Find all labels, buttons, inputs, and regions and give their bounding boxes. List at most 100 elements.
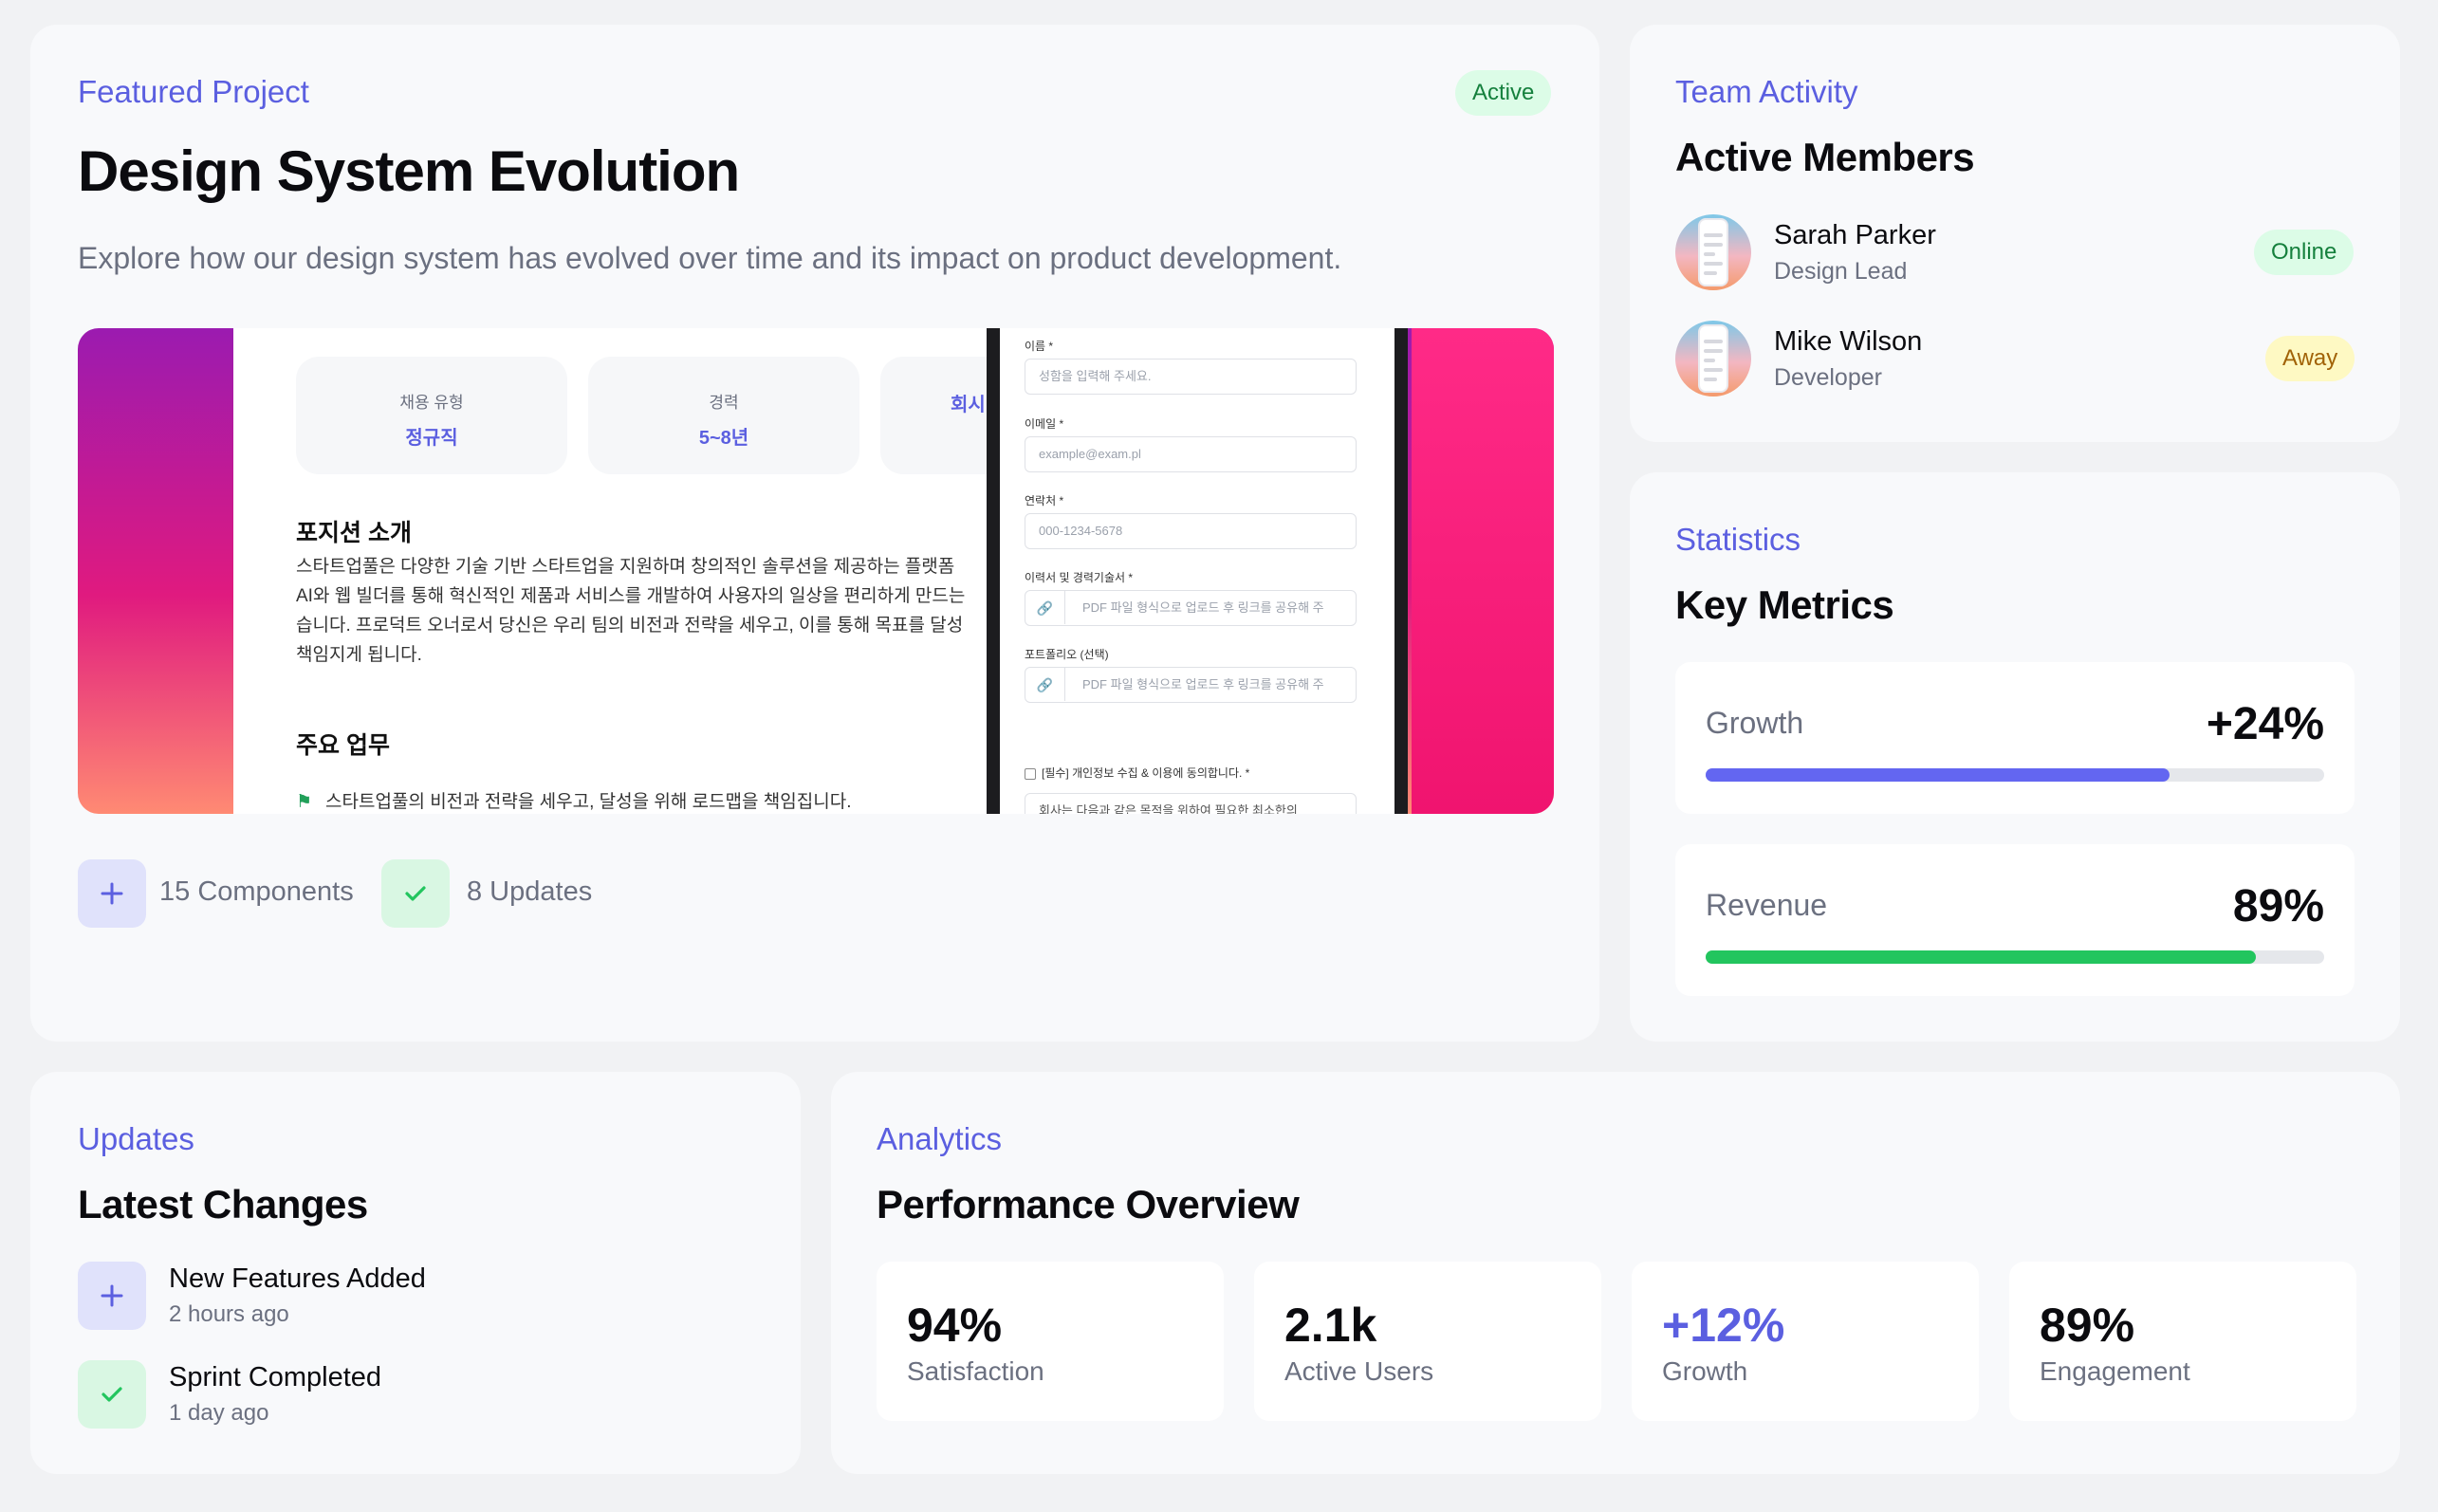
- progress-fill: [1706, 950, 2257, 964]
- preview-tile: 회시: [880, 357, 998, 474]
- avatar[interactable]: [1675, 214, 1751, 290]
- check-icon: [405, 886, 426, 901]
- preview-tile: 경력 5~8년: [588, 357, 859, 474]
- team-activity-card: Team Activity Active Members Sarah Parke…: [1630, 25, 2400, 442]
- stat-label: Active Users: [1284, 1356, 1434, 1386]
- paragraph-line: AI와 웹 빌더를 통해 혁신적인 제품과 서비스를 개발하여 사용자의 일상을…: [296, 586, 966, 606]
- checkbox-icon: [1025, 767, 1036, 780]
- avatar[interactable]: [1675, 321, 1751, 396]
- resume-placeholder: PDF 파일 형식으로 업로드 후 링크를 공유해 주: [1082, 600, 1324, 615]
- preview-tile: 채용 유형 정규직: [296, 357, 567, 474]
- tile-label: 경력: [709, 394, 739, 412]
- resume-field: 🔗 PDF 파일 형식으로 업로드 후 링크를 공유해 주: [1025, 590, 1357, 626]
- stat-tile: 94% Satisfaction: [877, 1262, 1224, 1421]
- update-time: 1 day ago: [169, 1400, 269, 1426]
- name-field: 성함을 입력해 주세요.: [1025, 359, 1357, 395]
- portfolio-field: 🔗 PDF 파일 형식으로 업로드 후 링크를 공유해 주: [1025, 667, 1357, 703]
- analytics-card: Analytics Performance Overview 94% Satis…: [831, 1072, 2400, 1474]
- progress-track: [1706, 768, 2324, 782]
- preview-bullet: ⚑ 스타트업풀의 비전과 전략을 세우고, 달성을 위해 로드맵을 책임집니다.: [296, 787, 851, 813]
- updates-card: Updates Latest Changes New Features Adde…: [30, 1072, 801, 1474]
- updates-eyebrow: Updates: [78, 1121, 194, 1156]
- form-label: 포트폴리오 (선택): [1025, 648, 1109, 661]
- updates-count: 8 Updates: [467, 876, 593, 907]
- update-icon-box: [78, 1262, 146, 1330]
- email-field: example@exam.pl: [1025, 436, 1357, 472]
- tile-value: 정규직: [405, 428, 458, 449]
- member-status-badge: Online: [2254, 230, 2355, 275]
- phone-edge: [987, 328, 1000, 814]
- portfolio-placeholder: PDF 파일 형식으로 업로드 후 링크를 공유해 주: [1082, 677, 1324, 691]
- components-icon-box: [78, 859, 146, 928]
- stat-label: Engagement: [2040, 1356, 2190, 1386]
- stat-tile: 2.1k Active Users: [1254, 1262, 1601, 1421]
- analytics-title: Performance Overview: [877, 1182, 1300, 1226]
- member-status-badge: Away: [2265, 336, 2355, 381]
- phone-edge: [1394, 328, 1408, 814]
- statistics-title: Key Metrics: [1675, 582, 1894, 627]
- member-role: Developer: [1774, 364, 1882, 391]
- tile-value: 5~8년: [698, 428, 749, 449]
- team-eyebrow: Team Activity: [1675, 74, 1858, 109]
- check-icon: [102, 1387, 122, 1402]
- consent-textarea: 회사는 다음과 같은 목적을 위하여 필요한 최소한의: [1025, 793, 1357, 814]
- plus-icon: [101, 882, 123, 905]
- metric-revenue: Revenue 89%: [1675, 844, 2355, 996]
- metric-growth: Growth +24%: [1675, 662, 2355, 814]
- progress-track: [1706, 950, 2324, 964]
- tile-label: 채용 유형: [399, 394, 464, 412]
- consent-checkbox: [필수] 개인정보 수집 & 이용에 동의합니다. *: [1025, 765, 1249, 781]
- member-name: Sarah Parker: [1774, 220, 1936, 250]
- preview-phone-form: 이름 * 성함을 입력해 주세요. 이메일 * example@exam.pl …: [987, 328, 1408, 814]
- featured-project-card: Featured Project Active Design System Ev…: [30, 25, 1599, 1042]
- member-role: Design Lead: [1774, 258, 1908, 285]
- form-label: 이메일 *: [1025, 417, 1064, 431]
- member-name: Mike Wilson: [1774, 326, 1923, 357]
- plus-icon: [101, 1284, 123, 1307]
- metric-label: Growth: [1706, 706, 1804, 740]
- paragraph-line: 책임지게 됩니다.: [296, 645, 422, 665]
- update-icon-box: [78, 1360, 146, 1429]
- preview-section-heading: 포지션 소개: [296, 520, 412, 546]
- form-label: 연락처 *: [1025, 494, 1064, 507]
- metric-value: 89%: [2232, 881, 2324, 931]
- stat-label: Growth: [1662, 1356, 1748, 1386]
- analytics-eyebrow: Analytics: [877, 1121, 1003, 1156]
- statistics-card: Statistics Key Metrics Growth +24% Reven…: [1630, 472, 2400, 1042]
- preview-gradient-edge: [1412, 328, 1554, 814]
- stat-tile: 89% Engagement: [2009, 1262, 2356, 1421]
- statistics-eyebrow: Statistics: [1675, 522, 1801, 557]
- link-icon: 🔗: [1025, 591, 1065, 624]
- link-icon: 🔗: [1025, 668, 1065, 701]
- updates-icon-box: [381, 859, 450, 928]
- updates-title: Latest Changes: [78, 1182, 368, 1226]
- paragraph-line: 습니다. 프로덕트 오너로서 당신은 우리 팀의 비전과 전략을 세우고, 이를…: [296, 616, 964, 636]
- preview-section-heading: 주요 업무: [296, 732, 390, 759]
- stat-value: 89%: [2040, 1299, 2135, 1352]
- tile-value: 회시: [951, 395, 986, 415]
- form-label: 이름 *: [1025, 340, 1054, 353]
- project-preview-image[interactable]: 채용 유형 정규직 경력 5~8년 회시 포지션 소개 스타트업풀은 다양한 기…: [78, 328, 1554, 814]
- status-badge: Active: [1455, 70, 1552, 116]
- phone-field: 000-1234-5678: [1025, 513, 1357, 549]
- stat-value: 94%: [907, 1299, 1003, 1352]
- form-label: 이력서 및 경력기술서 *: [1025, 571, 1134, 584]
- components-count: 15 Components: [159, 876, 354, 907]
- metric-label: Revenue: [1706, 888, 1828, 922]
- stat-value: +12%: [1662, 1299, 1785, 1352]
- featured-eyebrow: Featured Project: [78, 74, 309, 109]
- flag-icon: ⚑: [296, 792, 313, 812]
- update-time: 2 hours ago: [169, 1301, 289, 1327]
- metric-value: +24%: [2206, 699, 2324, 749]
- stat-tile: +12% Growth: [1632, 1262, 1979, 1421]
- project-description: Explore how our design system has evolve…: [78, 241, 1342, 275]
- preview-paragraph: 스타트업풀은 다양한 기술 기반 스타트업을 지원하며 창의적인 솔루션을 제공…: [296, 552, 998, 670]
- preview-document: 채용 유형 정규직 경력 5~8년 회시 포지션 소개 스타트업풀은 다양한 기…: [233, 328, 998, 814]
- stat-label: Satisfaction: [907, 1356, 1044, 1386]
- project-title: Design System Evolution: [78, 139, 740, 203]
- progress-fill: [1706, 768, 2170, 782]
- stat-value: 2.1k: [1284, 1299, 1377, 1352]
- paragraph-line: 스타트업풀은 다양한 기술 기반 스타트업을 지원하며 창의적인 솔루션을 제공…: [296, 557, 955, 577]
- consent-label: [필수] 개인정보 수집 & 이용에 동의합니다. *: [1042, 766, 1250, 780]
- team-title: Active Members: [1675, 135, 1975, 179]
